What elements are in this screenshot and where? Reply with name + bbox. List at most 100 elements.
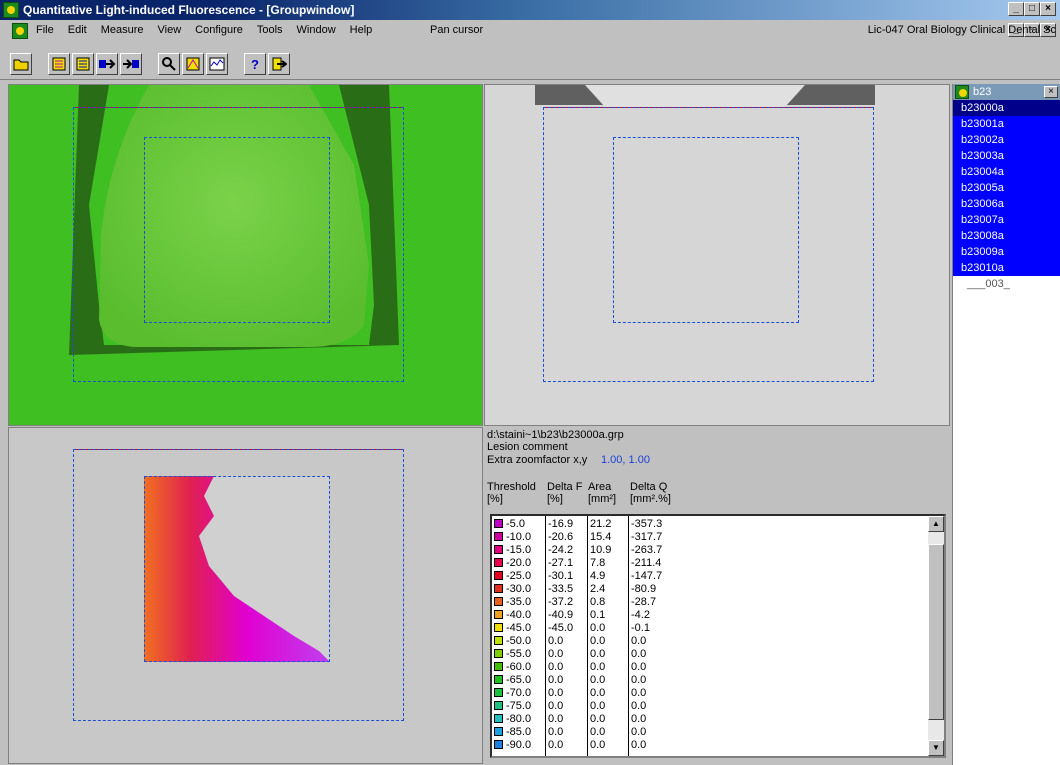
scroll-up-button[interactable]: ▲ [928, 516, 944, 532]
color-swatch [494, 597, 503, 606]
file-list-item[interactable]: b23010a [953, 260, 1060, 276]
close-button[interactable]: × [1040, 2, 1056, 16]
scroll-thumb[interactable] [928, 544, 944, 720]
menu-file[interactable]: File [36, 24, 54, 36]
graph-icon[interactable] [206, 53, 228, 75]
file-list-close-button[interactable]: × [1044, 86, 1058, 98]
color-swatch [494, 532, 503, 541]
filter-next-icon[interactable] [72, 53, 94, 75]
threshold-cell: -55.0 [506, 648, 532, 660]
table-row[interactable]: -40.0 -40.9 0.1 -4.2 [492, 609, 930, 621]
file-list-item[interactable]: b23001a [953, 116, 1060, 132]
outer-roi[interactable] [73, 107, 404, 382]
file-list-item[interactable]: b23000a [953, 100, 1060, 116]
menu-tools[interactable]: Tools [256, 24, 283, 36]
deltaf-cell: -40.9 [548, 609, 574, 621]
menu-measure[interactable]: Measure [100, 24, 144, 36]
table-row[interactable]: -20.0 -27.1 7.8 -211.4 [492, 557, 930, 569]
table-row[interactable]: -15.0 -24.2 10.9 -263.7 [492, 544, 930, 556]
minimize-button[interactable]: _ [1008, 2, 1024, 16]
scroll-down-button[interactable]: ▼ [928, 740, 944, 756]
inner-roi[interactable] [144, 137, 330, 323]
file-list-panel: b23 × b23000a b23001a b23002a b23003a b23004… [952, 84, 1060, 765]
color-swatch [494, 636, 503, 645]
color-swatch [494, 623, 503, 632]
exit-icon[interactable] [268, 53, 290, 75]
header-threshold-unit: [%] [487, 493, 503, 505]
threshold-cell: -70.0 [506, 687, 532, 699]
file-list-item[interactable]: b23009a [953, 244, 1060, 260]
import-icon[interactable] [120, 53, 142, 75]
table-row[interactable]: -75.0 0.0 0.0 0.0 [492, 700, 930, 712]
mdi-minimize-button[interactable]: _ [1008, 23, 1024, 37]
menu-configure[interactable]: Configure [195, 24, 243, 36]
deltaf-cell: 0.0 [548, 661, 564, 673]
lesion-outer-roi[interactable] [73, 449, 404, 721]
threshold-cell: -85.0 [506, 726, 532, 738]
maximize-button[interactable]: □ [1024, 2, 1040, 16]
deltaq-cell: 0.0 [631, 713, 647, 725]
threshold-table[interactable]: -5.0 -16.9 21.2 -357.3 -10.0 -20.6 15.4 -317.7-… [490, 514, 946, 758]
file-list-item[interactable]: b23007a [953, 212, 1060, 228]
deltaf-cell: -33.5 [548, 583, 574, 595]
area-cell: 0.1 [590, 609, 606, 621]
table-row[interactable]: -35.0 -37.2 0.8 -28.7 [492, 596, 930, 608]
filter-icon[interactable] [48, 53, 70, 75]
lesion-inner-roi[interactable] [144, 476, 330, 662]
file-list-item[interactable]: b23003a [953, 148, 1060, 164]
file-list-item[interactable]: b23005a [953, 180, 1060, 196]
gray-inner-roi[interactable] [613, 137, 799, 323]
color-swatch [494, 545, 503, 554]
area-cell: 0.0 [590, 648, 606, 660]
table-row[interactable]: -65.0 0.0 0.0 0.0 [492, 674, 930, 686]
file-list-item[interactable]: ___003_ [953, 276, 1060, 292]
table-row[interactable]: -60.0 0.0 0.0 0.0 [492, 661, 930, 673]
area-cell: 7.8 [590, 557, 606, 569]
header-deltaq-unit: [mm².%] [630, 493, 671, 505]
file-list-item[interactable]: b23008a [953, 228, 1060, 244]
header-deltaf-unit: [%] [547, 493, 563, 505]
lesion-map[interactable] [8, 427, 483, 764]
color-swatch [494, 610, 503, 619]
table-row[interactable]: -90.0 0.0 0.0 0.0 [492, 739, 930, 751]
menu-help[interactable]: Help [349, 24, 373, 36]
table-row[interactable]: -5.0 -16.9 21.2 -357.3 [492, 518, 930, 530]
file-list-item[interactable]: b23006a [953, 196, 1060, 212]
area-cell: 0.0 [590, 726, 606, 738]
zoom-icon[interactable] [158, 53, 180, 75]
document-icon[interactable] [12, 23, 28, 39]
menu-view[interactable]: View [157, 24, 182, 36]
table-row[interactable]: -85.0 0.0 0.0 0.0 [492, 726, 930, 738]
table-row[interactable]: -30.0 -33.5 2.4 -80.9 [492, 583, 930, 595]
mdi-close-button[interactable]: × [1040, 23, 1056, 37]
table-row[interactable]: -50.0 0.0 0.0 0.0 [492, 635, 930, 647]
header-threshold: Threshold [487, 481, 536, 493]
window-controls: _ □ × [1008, 2, 1056, 16]
table-row[interactable]: -45.0 -45.0 0.0 -0.1 [492, 622, 930, 634]
area-cell: 10.9 [590, 544, 612, 556]
open-folder-icon[interactable] [10, 53, 32, 75]
gray-outer-roi[interactable] [543, 107, 874, 382]
export-right-icon[interactable] [96, 53, 118, 75]
help-icon[interactable]: ? [244, 53, 266, 75]
threshold-cell: -15.0 [506, 544, 532, 556]
fluorescence-image[interactable] [8, 84, 483, 426]
file-list-item[interactable]: b23004a [953, 164, 1060, 180]
table-row[interactable]: -70.0 0.0 0.0 0.0 [492, 687, 930, 699]
table-row[interactable]: -25.0 -30.1 4.9 -147.7 [492, 570, 930, 582]
menu-edit[interactable]: Edit [67, 24, 87, 36]
threshold-cell: -5.0 [506, 518, 525, 530]
deltaf-cell: -27.1 [548, 557, 574, 569]
area-cell: 0.0 [590, 635, 606, 647]
region-icon[interactable] [182, 53, 204, 75]
menu: File Edit Measure View Configure Tools W… [34, 24, 374, 36]
gray-image[interactable] [484, 84, 950, 426]
table-row[interactable]: -10.0 -20.6 15.4 -317.7 [492, 531, 930, 543]
lesion-comment[interactable]: Lesion comment [487, 441, 568, 453]
mdi-restore-button[interactable]: ▫ [1024, 23, 1040, 37]
table-row[interactable]: -55.0 0.0 0.0 0.0 [492, 648, 930, 660]
table-scrollbar[interactable]: ▲ ▼ [928, 516, 944, 756]
file-list-item[interactable]: b23002a [953, 132, 1060, 148]
menu-window[interactable]: Window [296, 24, 336, 36]
table-row[interactable]: -80.0 0.0 0.0 0.0 [492, 713, 930, 725]
